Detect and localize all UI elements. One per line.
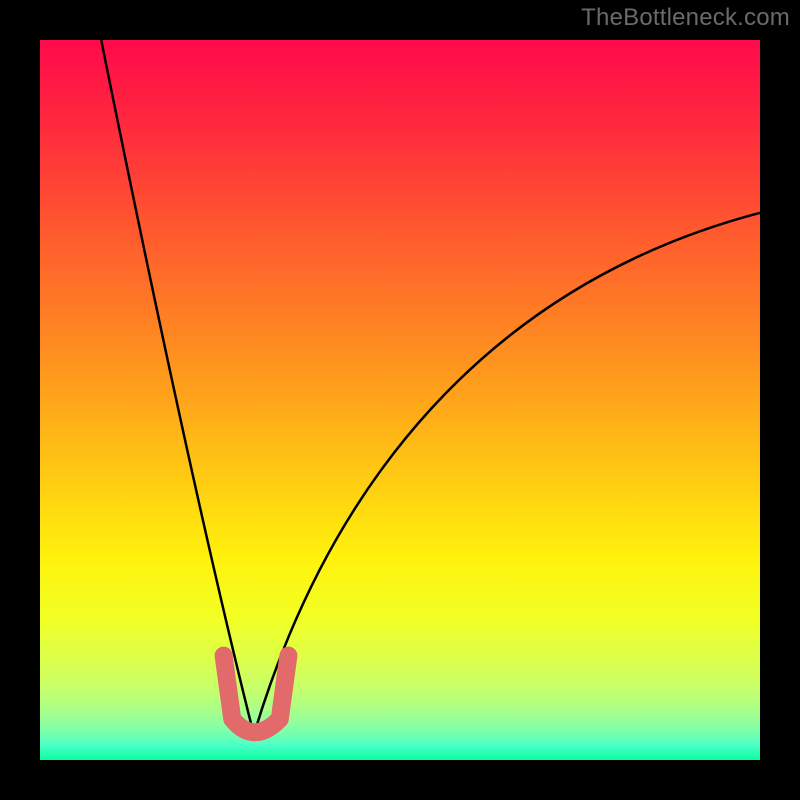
watermark-text: TheBottleneck.com	[581, 4, 790, 32]
gradient-plot-area	[40, 40, 760, 760]
chart-svg	[0, 0, 800, 800]
chart-root: TheBottleneck.com	[0, 0, 800, 800]
